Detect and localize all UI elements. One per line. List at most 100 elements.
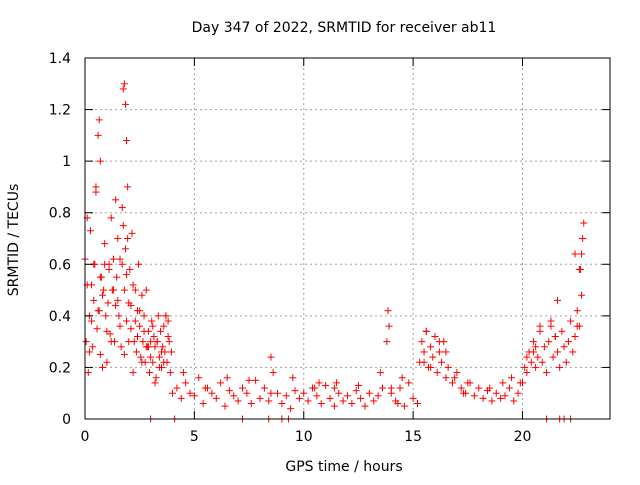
data-point <box>221 402 229 410</box>
data-point <box>137 353 145 361</box>
data-point <box>505 384 513 392</box>
data-point <box>100 286 108 294</box>
data-point <box>155 363 163 371</box>
x-tick-label: 5 <box>190 429 199 445</box>
data-point <box>94 307 102 315</box>
data-point <box>444 363 452 371</box>
data-point <box>317 400 325 408</box>
data-point <box>179 369 187 377</box>
data-point <box>123 137 131 145</box>
data-point <box>295 394 303 402</box>
data-point <box>394 400 402 408</box>
data-point <box>543 369 551 377</box>
data-point <box>532 363 540 371</box>
data-point <box>140 312 148 320</box>
data-point <box>138 358 146 366</box>
data-point <box>105 265 113 273</box>
y-tick-label: 1.2 <box>49 103 71 119</box>
data-point <box>119 222 127 230</box>
data-point <box>123 317 131 325</box>
data-point <box>282 392 290 400</box>
data-point <box>173 384 181 392</box>
data-point <box>499 379 507 387</box>
data-point <box>529 348 537 356</box>
data-point <box>92 188 100 196</box>
data-point <box>132 348 140 356</box>
y-tick-label: 0 <box>62 412 71 428</box>
data-point <box>374 392 382 400</box>
data-point <box>101 260 109 268</box>
data-point <box>479 394 487 402</box>
data-point <box>516 379 524 387</box>
data-point <box>313 392 321 400</box>
data-point <box>252 376 260 384</box>
data-point <box>384 307 392 315</box>
data-point <box>486 384 494 392</box>
data-point <box>199 400 207 408</box>
data-point <box>129 369 137 377</box>
data-point <box>135 260 143 268</box>
data-point <box>86 227 94 235</box>
data-point <box>514 389 522 397</box>
data-point <box>538 358 546 366</box>
data-point <box>114 296 122 304</box>
x-tick-label: 10 <box>295 429 313 445</box>
data-point <box>103 327 111 335</box>
data-point <box>84 369 92 377</box>
data-point <box>116 255 124 263</box>
data-point <box>116 322 124 330</box>
data-point <box>578 291 586 299</box>
data-point <box>95 116 103 124</box>
data-point <box>96 157 104 165</box>
data-point <box>387 384 395 392</box>
data-point <box>564 338 572 346</box>
data-point <box>96 273 104 281</box>
data-point <box>134 332 141 340</box>
data-point <box>104 299 112 307</box>
data-point <box>459 389 467 397</box>
data-point <box>431 332 439 340</box>
data-point <box>571 250 579 258</box>
data-point <box>361 402 369 410</box>
y-tick-label: 0.6 <box>49 257 71 273</box>
data-point <box>230 392 238 400</box>
data-point <box>433 369 441 377</box>
x-tick-label: 15 <box>404 429 422 445</box>
data-point <box>158 348 166 356</box>
data-point <box>398 374 406 382</box>
data-point <box>136 307 144 315</box>
data-point <box>571 332 579 340</box>
data-point <box>396 384 404 392</box>
data-point <box>120 286 128 294</box>
data-point <box>579 235 587 242</box>
data-point <box>315 379 323 387</box>
y-axis-label: SRMTID / TECUs <box>6 184 22 297</box>
data-point <box>383 338 391 346</box>
data-point <box>149 322 157 330</box>
data-point <box>265 397 273 405</box>
data-point <box>136 322 144 330</box>
data-point <box>96 351 104 359</box>
data-point <box>99 291 106 299</box>
data-point <box>234 397 242 405</box>
data-point <box>274 389 281 397</box>
data-point <box>148 317 156 325</box>
data-point <box>245 376 253 384</box>
data-point <box>573 307 581 315</box>
data-point <box>492 389 500 397</box>
data-point <box>330 402 338 410</box>
data-point <box>165 338 173 346</box>
tick-labels: 0 0.2 0.4 0.6 0.8 1 1.2 1.4 0 5 10 15 20 <box>49 51 532 445</box>
data-point <box>99 363 106 371</box>
data-point <box>140 327 148 335</box>
data-point <box>167 348 175 356</box>
data-point <box>575 265 583 273</box>
data-point <box>160 358 168 366</box>
data-point <box>260 384 268 392</box>
data-point <box>113 273 121 281</box>
data-point <box>554 348 561 356</box>
data-point <box>127 325 135 333</box>
data-point <box>365 389 373 397</box>
y-tick-label: 1.4 <box>49 51 71 67</box>
data-point <box>545 338 553 346</box>
